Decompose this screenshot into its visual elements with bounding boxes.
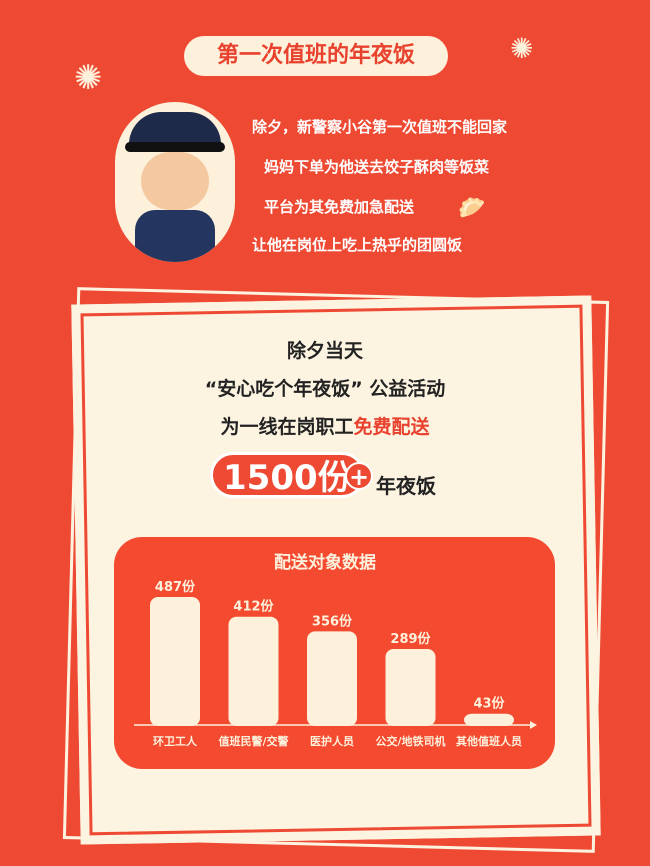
x-axis-arrow: [530, 721, 537, 729]
bar: [464, 713, 514, 726]
event-line: “安心吃个年夜饭” 公益活动: [204, 378, 446, 400]
category-label: 其他值班人员: [456, 734, 522, 748]
event-line: 为一线在岗职工免费配送: [0, 412, 650, 439]
big-number-suffix: 年夜饭: [376, 474, 436, 498]
story-line: 妈妈下单为他送去饺子酥肉等饭菜: [264, 158, 490, 176]
plus-badge: +: [345, 462, 373, 490]
story-line: 平台为其免费加急配送: [264, 198, 415, 216]
bar: [385, 649, 436, 726]
story-line: 让他在岗位上吃上热乎的团圆饭: [252, 236, 463, 254]
data-label: 356份: [312, 613, 353, 629]
chart-title: 配送对象数据: [274, 553, 376, 573]
data-label: 412份: [233, 599, 274, 615]
data-label: 289份: [390, 631, 431, 647]
category-label: 值班民警/交警: [218, 734, 288, 748]
firework-icon: ✺: [74, 58, 103, 98]
page-title: 第一次值班的年夜饭: [184, 36, 448, 76]
firework-icon: ✺: [510, 32, 534, 65]
bar: [228, 616, 279, 726]
data-label: 487份: [155, 579, 196, 595]
event-highlight: 免费配送: [353, 416, 430, 438]
dumpling-icon: 🥟: [458, 196, 486, 221]
category-label: 环卫工人: [153, 734, 198, 748]
big-number: 1500份: [210, 452, 365, 498]
category-label: 医护人员: [310, 734, 354, 748]
event-line-prefix: 为一线在岗职工: [220, 416, 354, 438]
bar: [307, 631, 357, 726]
category-label: 公交/地铁司机: [375, 734, 445, 748]
event-line: 除夕当天: [286, 340, 363, 362]
story-line: 除夕，新警察小谷第一次值班不能回家: [252, 118, 508, 136]
police-avatar: [115, 102, 235, 262]
data-label: 43份: [473, 696, 505, 712]
bar: [150, 597, 200, 726]
